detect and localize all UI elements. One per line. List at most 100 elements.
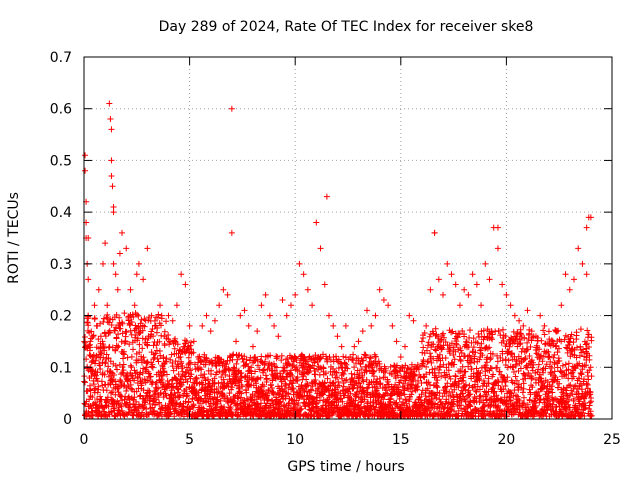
data-point — [183, 364, 190, 371]
data-point — [549, 389, 556, 396]
data-point — [567, 382, 574, 389]
data-point — [242, 362, 249, 369]
data-point — [440, 334, 447, 341]
data-point — [260, 369, 267, 376]
data-point — [573, 329, 580, 336]
data-point — [403, 369, 410, 376]
data-point — [340, 371, 347, 378]
data-point — [324, 375, 331, 382]
data-point — [114, 366, 121, 373]
data-point — [113, 335, 120, 342]
data-point — [293, 357, 300, 364]
data-point — [565, 396, 572, 403]
data-point — [423, 363, 430, 370]
data-point — [495, 327, 502, 334]
data-point — [551, 368, 558, 375]
data-point — [485, 375, 492, 382]
data-point — [444, 260, 451, 267]
data-point — [458, 349, 465, 356]
data-point — [478, 340, 485, 347]
data-point — [123, 399, 130, 406]
data-point — [334, 333, 341, 340]
data-point — [363, 376, 370, 383]
data-point — [149, 364, 156, 371]
data-point — [115, 389, 122, 396]
data-point — [539, 358, 546, 365]
data-point — [500, 338, 507, 345]
data-point — [494, 224, 501, 231]
data-point — [528, 328, 535, 335]
data-point — [172, 407, 179, 414]
data-point — [238, 390, 245, 397]
data-point — [440, 330, 447, 337]
data-point — [263, 375, 270, 382]
data-point — [355, 338, 362, 345]
data-point — [106, 100, 113, 107]
data-point — [215, 380, 222, 387]
data-point — [577, 343, 584, 350]
data-point — [449, 400, 456, 407]
data-point — [173, 399, 180, 406]
data-point — [545, 353, 552, 360]
data-point — [108, 157, 115, 164]
data-point — [99, 403, 106, 410]
data-point — [130, 313, 137, 320]
data-point — [137, 392, 144, 399]
data-point — [452, 281, 459, 288]
data-point — [263, 400, 270, 407]
data-point — [92, 357, 99, 364]
data-point — [149, 326, 156, 333]
data-point — [288, 396, 295, 403]
data-point — [505, 357, 512, 364]
data-point — [213, 404, 220, 411]
data-point — [506, 343, 513, 350]
data-point — [366, 354, 373, 361]
data-point — [233, 338, 240, 345]
data-point — [325, 386, 332, 393]
data-point — [248, 364, 255, 371]
data-point — [290, 377, 297, 384]
data-point — [156, 400, 163, 407]
data-point — [426, 411, 433, 418]
data-point — [278, 352, 285, 359]
data-point — [460, 374, 467, 381]
data-point — [260, 383, 267, 390]
data-point — [538, 337, 545, 344]
data-point — [455, 384, 462, 391]
data-point — [453, 341, 460, 348]
data-point — [420, 344, 427, 351]
data-point — [248, 402, 255, 409]
data-point — [434, 377, 441, 384]
data-point — [431, 229, 438, 236]
data-point — [268, 381, 275, 388]
data-point — [488, 334, 495, 341]
data-point — [122, 338, 129, 345]
data-point — [516, 341, 523, 348]
data-point — [153, 385, 160, 392]
data-point — [305, 369, 312, 376]
data-point — [524, 307, 531, 314]
data-point — [119, 229, 126, 236]
data-point — [82, 379, 89, 386]
data-point — [351, 364, 358, 371]
data-point — [171, 390, 178, 397]
data-point — [152, 390, 159, 397]
data-point — [211, 317, 218, 324]
data-point — [583, 362, 590, 369]
data-point — [525, 369, 532, 376]
data-point — [228, 229, 235, 236]
data-point — [118, 403, 125, 410]
data-point — [349, 378, 356, 385]
data-point — [439, 393, 446, 400]
data-point — [348, 370, 355, 377]
data-point — [569, 391, 576, 398]
data-point — [153, 342, 160, 349]
data-point — [499, 357, 506, 364]
data-point — [281, 365, 288, 372]
data-point — [249, 343, 256, 350]
data-point — [421, 330, 428, 337]
data-point — [100, 260, 107, 267]
data-point — [418, 338, 425, 345]
data-point — [180, 379, 187, 386]
data-point — [127, 362, 134, 369]
